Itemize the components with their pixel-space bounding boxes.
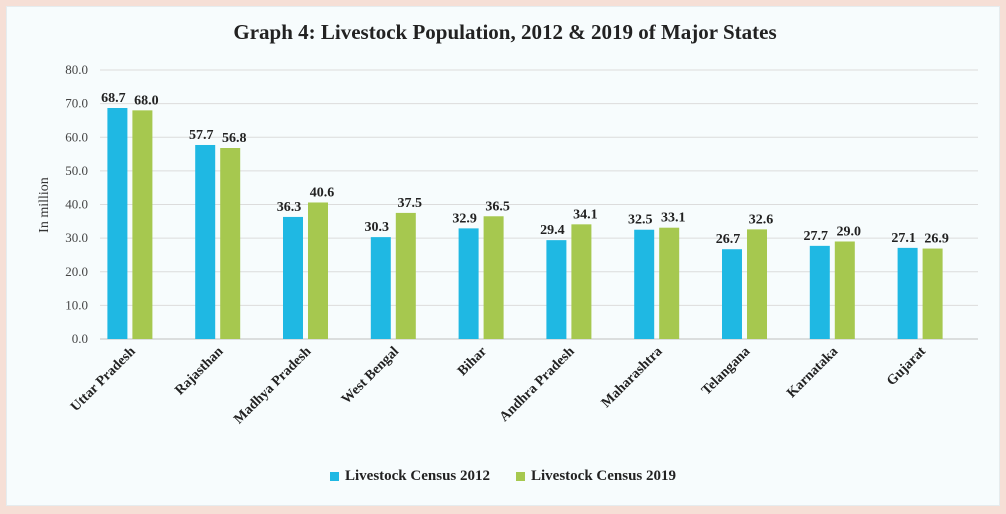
- bar: [107, 107, 128, 339]
- data-label: 68.0: [134, 93, 159, 108]
- x-tick-label: Maharashtra: [599, 344, 666, 411]
- bar: [458, 228, 479, 339]
- bar: [132, 110, 153, 339]
- bar: [747, 229, 767, 339]
- bar: [634, 229, 655, 339]
- data-label: 37.5: [398, 196, 423, 211]
- x-tick-label: Telangana: [699, 344, 753, 398]
- data-label: 26.9: [924, 232, 949, 247]
- data-label: 26.7: [716, 232, 741, 247]
- x-tick-label: Bihar: [455, 344, 490, 379]
- y-tick-label: 50.0: [65, 163, 88, 178]
- data-label: 56.8: [222, 131, 247, 146]
- bar: [546, 240, 567, 339]
- data-label: 32.9: [452, 211, 477, 226]
- bar: [370, 237, 391, 339]
- x-tick-label: Andhra Pradesh: [497, 344, 578, 425]
- y-axis-label: In million: [37, 177, 52, 233]
- bar: [922, 248, 943, 339]
- bar: [220, 148, 241, 339]
- x-tick-label: Karnataka: [784, 344, 841, 401]
- data-label: 57.7: [189, 128, 214, 143]
- legend-item-2019: Livestock Census 2019: [516, 468, 676, 485]
- data-label: 34.1: [573, 207, 598, 222]
- legend-item-2012: Livestock Census 2012: [329, 468, 490, 485]
- x-tick-label: Rajasthan: [172, 344, 226, 398]
- data-label: 33.1: [661, 211, 686, 226]
- data-label: 32.5: [628, 213, 653, 228]
- data-label: 36.5: [485, 199, 510, 214]
- legend: Livestock Census 2012 Livestock Census 2…: [0, 468, 1006, 485]
- data-label: 32.6: [749, 212, 774, 227]
- y-tick-label: 10.0: [65, 297, 88, 312]
- data-label: 27.1: [891, 231, 916, 246]
- chart-title: Graph 4: Livestock Population, 2012 & 20…: [233, 20, 777, 44]
- data-label: 36.3: [277, 200, 302, 215]
- x-tick-label: Madhya Pradesh: [231, 344, 314, 427]
- data-label: 29.0: [837, 224, 862, 239]
- legend-label-2019: Livestock Census 2019: [531, 468, 677, 484]
- data-label: 29.4: [540, 223, 565, 238]
- x-tick-label: West Bengal: [339, 344, 402, 407]
- bar: [195, 144, 216, 339]
- y-tick-label: 20.0: [65, 264, 88, 279]
- y-tick-label: 60.0: [65, 129, 88, 144]
- bar: [659, 227, 680, 339]
- y-tick-label: 30.0: [65, 230, 88, 245]
- x-tick-label: Gujarat: [884, 344, 929, 389]
- data-label: 27.7: [804, 229, 829, 244]
- y-tick-label: 40.0: [65, 197, 88, 212]
- bar: [283, 216, 303, 339]
- data-label: 30.3: [365, 220, 390, 235]
- bar: [483, 216, 504, 339]
- data-label: 68.7: [101, 91, 126, 106]
- y-tick-label: 70.0: [65, 96, 88, 111]
- bar: [571, 224, 592, 339]
- data-label: 40.6: [310, 185, 335, 200]
- y-tick-label: 0.0: [72, 331, 88, 346]
- bar: [722, 249, 742, 339]
- bar: [809, 245, 830, 339]
- bar: [395, 212, 416, 339]
- legend-label-2012: Livestock Census 2012: [344, 468, 490, 484]
- bar: [308, 202, 328, 339]
- y-tick-label: 80.0: [65, 62, 88, 77]
- bar: [897, 247, 918, 339]
- bar: [834, 241, 855, 339]
- x-tick-label: Uttar Pradesh: [68, 344, 139, 415]
- legend-swatch-2019: [516, 472, 525, 481]
- legend-swatch-2012: [329, 472, 339, 481]
